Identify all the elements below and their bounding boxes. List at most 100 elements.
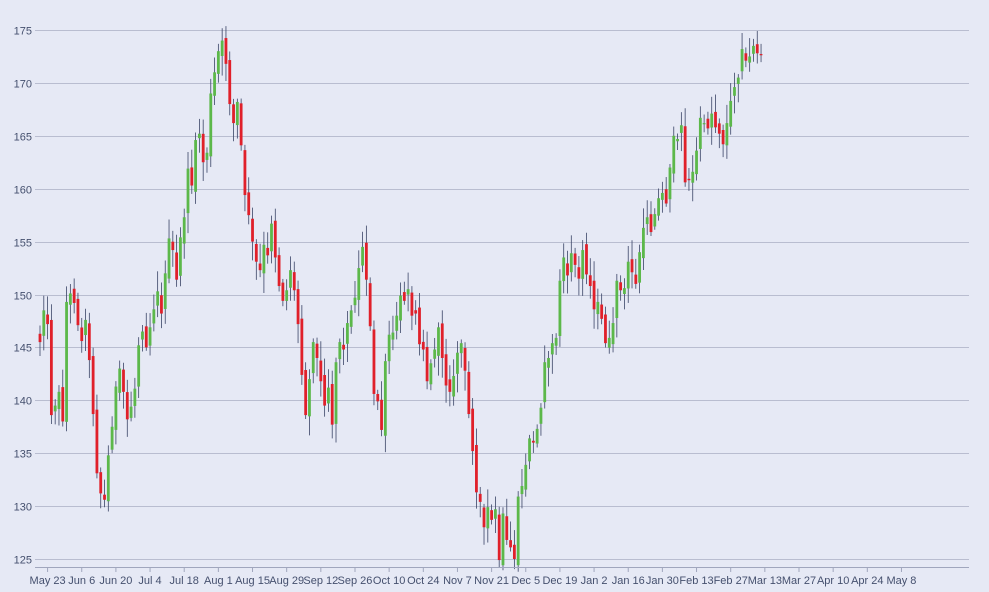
candlestick <box>357 250 361 317</box>
candle-body-down <box>171 241 175 251</box>
candle-body-up <box>353 297 357 306</box>
candle-body-up <box>163 273 167 309</box>
y-tick-label: 160 <box>14 185 32 197</box>
candlestick <box>179 227 182 287</box>
candle-body-down <box>717 123 721 134</box>
x-tick-label: Jun 6 <box>68 575 95 587</box>
candlestick <box>573 247 577 278</box>
candle-body-down <box>531 440 535 443</box>
candlestick <box>285 279 289 311</box>
candlestick <box>554 333 558 355</box>
x-tick-label: Nov 7 <box>443 575 472 587</box>
x-tick-label: Mar 13 <box>748 575 782 587</box>
candle-body-up <box>433 349 437 359</box>
candlestick <box>65 286 68 432</box>
candle-body-down <box>418 307 421 345</box>
candlestick <box>243 144 247 212</box>
candle-body-up <box>110 426 114 450</box>
candle-body-up <box>558 280 562 336</box>
candle-body-up <box>57 391 61 409</box>
candlestick <box>201 119 205 181</box>
candlestick <box>752 38 755 62</box>
candlestick <box>46 296 49 340</box>
candlestick <box>550 334 554 374</box>
candlestick <box>714 94 717 134</box>
candle-body-down <box>619 282 623 291</box>
candlestick <box>448 365 452 407</box>
x-tick-label: Oct 24 <box>407 575 439 587</box>
candlestick <box>547 350 550 387</box>
candle-body-up <box>626 261 630 289</box>
candle-body-up <box>725 123 729 146</box>
candle-body-down <box>512 544 516 559</box>
candlestick <box>197 118 201 153</box>
candlestick <box>736 74 740 103</box>
candlestick <box>683 108 687 187</box>
candle-body-up <box>535 428 539 444</box>
x-tick-label: Jun 20 <box>99 575 132 587</box>
candle-body-down <box>281 282 285 301</box>
candlestick <box>721 124 725 158</box>
candlestick <box>213 57 216 105</box>
candlestick <box>76 292 80 332</box>
candle-body-up <box>547 357 550 368</box>
candlestick <box>292 261 296 301</box>
candle-body-up <box>197 133 201 139</box>
candle-body-up <box>186 168 190 214</box>
candle-body-down <box>266 247 270 256</box>
candle-body-up <box>65 301 68 422</box>
x-tick-label: Jul 4 <box>138 575 161 587</box>
candle-body-down <box>573 253 577 265</box>
candle-body-down <box>425 346 429 382</box>
x-tick-label: Jan 16 <box>612 575 645 587</box>
candle-body-up <box>338 342 342 360</box>
candlestick <box>281 278 285 307</box>
candlestick <box>744 47 748 68</box>
candlestick <box>660 181 664 213</box>
candlestick <box>539 403 543 436</box>
candle-body-down <box>482 507 486 528</box>
candle-body-down <box>277 255 281 287</box>
candlestick <box>653 208 657 230</box>
candlestick <box>209 78 213 168</box>
candlestick <box>349 305 353 334</box>
candlestick <box>691 155 695 202</box>
candle-body-up <box>167 238 171 279</box>
candle-body-down <box>509 540 512 548</box>
candle-body-up <box>524 464 528 490</box>
candle-body-down <box>490 510 494 520</box>
candle-body-down <box>87 323 91 361</box>
candle-body-down <box>600 304 604 319</box>
candle-body-up <box>740 49 744 72</box>
candle-body-down <box>201 133 205 163</box>
candle-body-up <box>569 253 573 273</box>
x-tick-label: Sep 26 <box>338 575 373 587</box>
candlestick <box>364 225 368 296</box>
candlestick <box>444 338 448 403</box>
candlestick <box>698 106 702 162</box>
candle-body-down <box>759 54 763 56</box>
candlestick <box>376 389 380 411</box>
candlestick <box>702 114 706 133</box>
candle-body-up <box>429 363 433 385</box>
candlestick <box>171 230 175 267</box>
candlestick <box>91 347 95 427</box>
candle-body-down <box>687 178 691 181</box>
candle-body-down <box>505 516 509 540</box>
candle-body-up <box>270 223 273 252</box>
candle-body-down <box>315 343 319 358</box>
x-tick-label: Jan 2 <box>581 575 608 587</box>
candle-body-up <box>486 507 490 529</box>
candlestick <box>163 260 167 324</box>
candle-body-down <box>258 263 262 271</box>
candle-body-up <box>679 125 683 133</box>
candle-body-down <box>300 318 304 375</box>
candle-body-down <box>634 274 638 284</box>
candle-body-up <box>710 113 714 128</box>
candlestick <box>440 310 444 378</box>
candlestick <box>399 282 402 334</box>
candle-body-up <box>285 290 289 301</box>
y-tick-label: 125 <box>14 555 32 567</box>
candlestick <box>623 278 626 310</box>
candle-body-down <box>721 130 725 145</box>
